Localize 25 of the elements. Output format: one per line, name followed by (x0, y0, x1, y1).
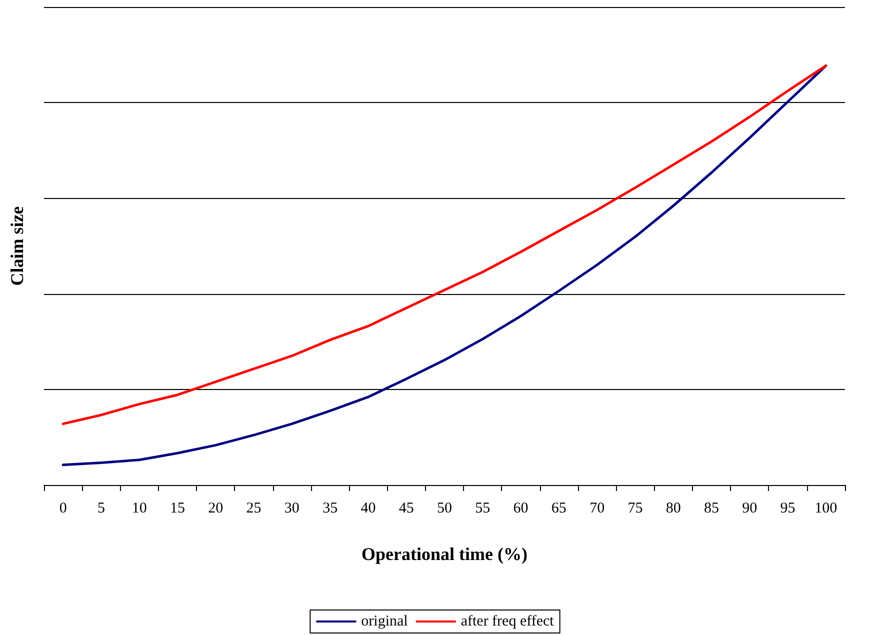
x-tick-label: 20 (208, 500, 224, 516)
x-tick-label: 50 (437, 500, 452, 516)
x-tick-label: 70 (590, 500, 605, 516)
x-tick-label: 75 (628, 500, 643, 516)
x-tick-label: 35 (322, 500, 338, 516)
x-tick-label: 85 (704, 500, 719, 516)
x-tick-label: 95 (780, 500, 796, 516)
x-tick-label: 30 (284, 500, 300, 516)
x-tick-label: 5 (97, 500, 105, 516)
x-tick-label: 40 (360, 500, 376, 516)
x-tick-label: 15 (170, 500, 185, 516)
x-tick-label: 65 (551, 500, 566, 516)
legend-label: original (361, 614, 408, 630)
legend-label: after freq effect (460, 614, 555, 630)
x-tick-label: 10 (132, 500, 147, 516)
x-tick-label: 100 (814, 500, 838, 516)
x-tick-label: 55 (475, 500, 490, 516)
x-tick-label: 0 (59, 500, 67, 516)
x-axis-title: Operational time (%) (362, 544, 528, 564)
x-tick-label: 80 (666, 500, 681, 516)
x-tick-label: 90 (742, 500, 758, 516)
x-tick-label: 60 (513, 500, 528, 516)
x-tick-label: 25 (246, 500, 262, 516)
y-axis-title: Claim size (7, 206, 27, 286)
x-tick-label: 45 (398, 500, 414, 516)
